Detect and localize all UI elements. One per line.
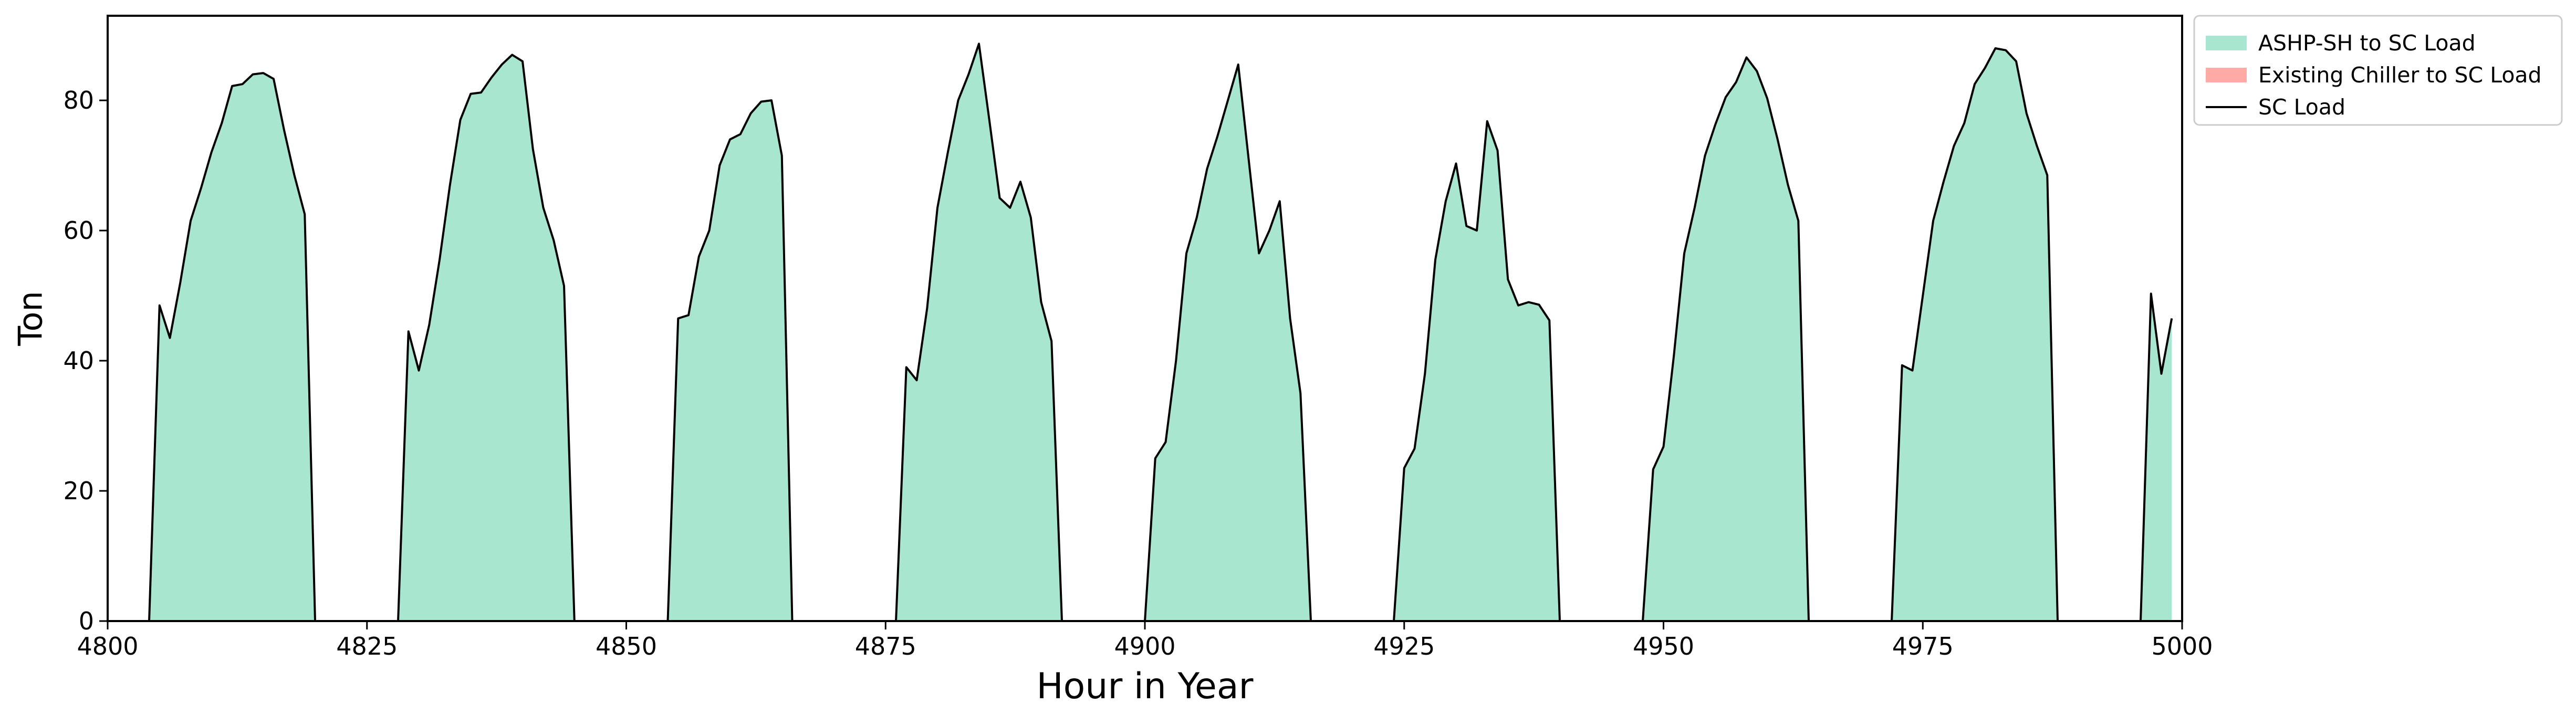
y-tick-label: 40 [63, 346, 94, 375]
x-tick-label: 4875 [855, 632, 916, 660]
legend-entry: ASHP-SH to SC Load [2206, 30, 2476, 56]
y-tick-label: 80 [63, 86, 94, 114]
sc-load-line [108, 43, 2173, 622]
y-tick-label: 20 [63, 477, 94, 505]
y-tick-label: 0 [79, 607, 94, 635]
legend-swatch [2206, 68, 2247, 82]
plot-frame [107, 15, 2183, 622]
x-axis-ticks: 4800 4825 4850 4875 4900 4925 4950 4975 5000 [77, 621, 2213, 660]
legend-entry: SC Load [2206, 94, 2345, 120]
x-tick-label: 4900 [1114, 632, 1175, 660]
x-tick-label: 4975 [1892, 632, 1954, 660]
legend-swatch [2206, 36, 2247, 50]
x-tick-label: 5000 [2151, 632, 2213, 660]
x-tick-label: 4850 [596, 632, 657, 660]
y-axis-ticks: 0 20 40 60 80 [63, 86, 108, 635]
legend-label: Existing Chiller to SC Load [2258, 62, 2542, 88]
x-tick-label: 4825 [336, 632, 398, 660]
legend-label: SC Load [2258, 94, 2345, 120]
legend-entry: Existing Chiller to SC Load [2206, 62, 2542, 88]
legend-label: ASHP-SH to SC Load [2258, 30, 2476, 56]
x-tick-label: 4925 [1373, 632, 1435, 660]
x-tick-label: 4950 [1633, 632, 1694, 660]
y-tick-label: 60 [63, 216, 94, 245]
x-axis-label: Hour in Year [1037, 666, 1254, 707]
ashp-sh-area [108, 44, 2172, 621]
plot-area [108, 43, 2173, 622]
legend-box [2193, 15, 2563, 126]
legend: ASHP-SH to SC Load Existing Chiller to SC… [2193, 15, 2563, 126]
y-axis-label: Ton [12, 291, 50, 346]
x-tick-label: 4800 [77, 632, 138, 660]
